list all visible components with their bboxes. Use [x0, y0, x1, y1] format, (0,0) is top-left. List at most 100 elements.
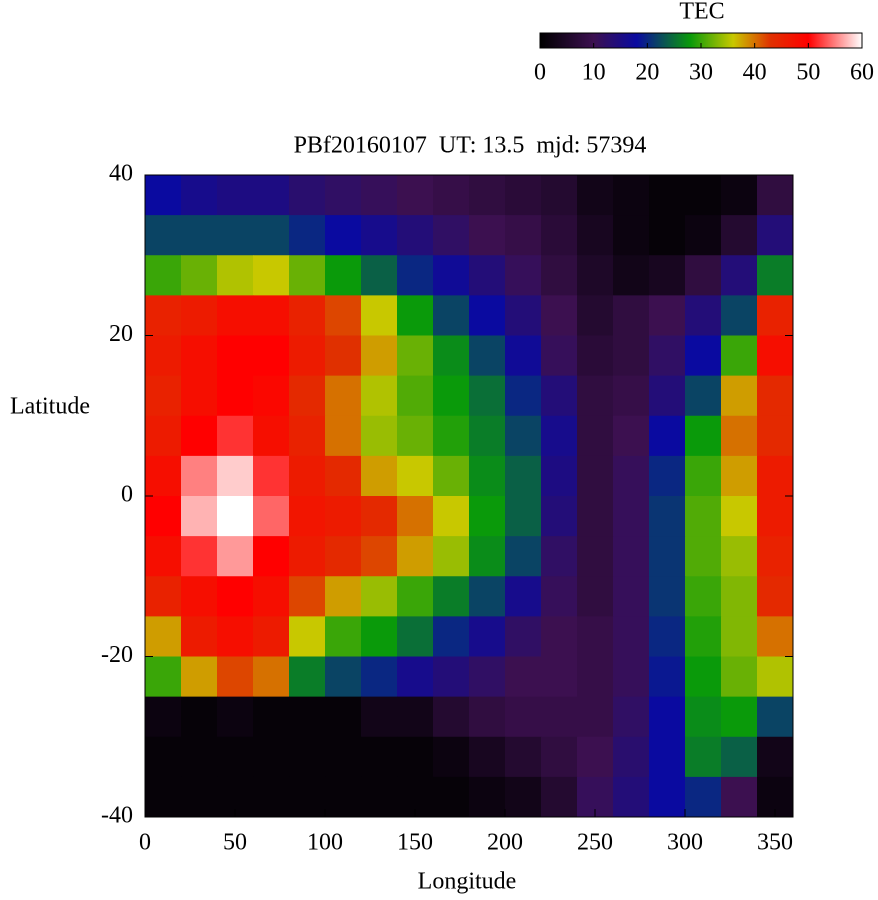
x-tick-label: 0: [139, 830, 151, 856]
heatmap-cell: [721, 496, 758, 537]
heatmap-cell: [469, 656, 506, 698]
heatmap-cell: [361, 215, 398, 256]
heatmap-cell: [433, 496, 470, 537]
heatmap-cell: [145, 536, 182, 577]
heatmap-cell: [181, 616, 218, 657]
heatmap-cell: [685, 776, 722, 818]
heatmap-cell: [469, 496, 506, 537]
heatmap-cell: [469, 255, 506, 296]
heatmap-cell: [217, 576, 254, 617]
heatmap-cell: [217, 335, 254, 377]
heatmap-cell: [289, 616, 326, 657]
heatmap-cell: [649, 255, 686, 296]
heatmap-cell: [325, 215, 362, 256]
heatmap-cell: [181, 335, 218, 377]
heatmap-cell: [361, 175, 398, 216]
heatmap-cell: [577, 696, 614, 738]
heatmap-cell: [145, 776, 182, 818]
heatmap-cell: [289, 415, 326, 457]
heatmap-cell: [253, 255, 290, 296]
heatmap-cell: [685, 576, 722, 617]
heatmap-cell: [217, 175, 254, 216]
y-tick-label: -20: [101, 642, 133, 668]
heatmap-cell: [649, 496, 686, 537]
heatmap-cell: [469, 536, 506, 577]
heatmap-cell: [469, 616, 506, 657]
heatmap-cell: [469, 776, 506, 818]
heatmap-cell: [181, 415, 218, 457]
heatmap-cell: [721, 335, 758, 377]
heatmap-cell: [361, 335, 398, 377]
heatmap-cell: [289, 375, 326, 417]
heatmap-cell: [541, 656, 578, 698]
heatmap-cell: [145, 255, 182, 296]
heatmap-cell: [145, 496, 182, 537]
heatmap-cell: [541, 696, 578, 738]
heatmap-cell: [613, 415, 650, 457]
heatmap-cell: [649, 175, 686, 216]
heatmap-cell: [145, 656, 182, 698]
heatmap-cell: [289, 215, 326, 256]
colorbar-tick-label: 40: [743, 60, 767, 86]
heatmap-cell: [217, 656, 254, 698]
y-tick-label: 20: [109, 321, 133, 347]
colorbar-tick-label: 30: [689, 60, 713, 86]
heatmap-cell: [289, 496, 326, 537]
heatmap-cell: [505, 496, 542, 537]
heatmap-cell: [757, 656, 794, 698]
heatmap-cell: [397, 736, 434, 778]
heatmap-cell: [757, 736, 794, 778]
heatmap-cell: [433, 576, 470, 617]
heatmap-cell: [361, 736, 398, 778]
heatmap-cell: [181, 496, 218, 537]
heatmap-cell: [325, 616, 362, 657]
heatmap-cell: [721, 696, 758, 738]
heatmap-cell: [397, 255, 434, 296]
heatmap-cell: [757, 215, 794, 256]
heatmap-cell: [145, 736, 182, 778]
heatmap-cell: [541, 496, 578, 537]
heatmap-cell: [649, 776, 686, 818]
heatmap-cell: [541, 455, 578, 497]
heatmap-cell: [253, 295, 290, 336]
heatmap-cell: [505, 576, 542, 617]
heatmap-cell: [253, 536, 290, 577]
heatmap-cell: [361, 696, 398, 738]
heatmap-cell: [289, 576, 326, 617]
heatmap-cell: [649, 215, 686, 256]
heatmap-cell: [289, 295, 326, 336]
heatmap-cell: [757, 415, 794, 457]
heatmap-cell: [325, 696, 362, 738]
heatmap-cell: [325, 496, 362, 537]
heatmap-cell: [181, 576, 218, 617]
heatmap-cell: [613, 295, 650, 336]
x-tick-label: 200: [487, 830, 523, 856]
heatmap-cell: [289, 255, 326, 296]
heatmap-cell: [325, 656, 362, 698]
heatmap-cell: [433, 736, 470, 778]
heatmap-cell: [757, 175, 794, 216]
heatmap-cell: [541, 576, 578, 617]
heatmap-cell: [613, 696, 650, 738]
heatmap-cell: [505, 616, 542, 657]
heatmap-cell: [145, 696, 182, 738]
heatmap-cell: [181, 375, 218, 417]
heatmap-cell: [397, 616, 434, 657]
heatmap-cell: [325, 175, 362, 216]
heatmap-cell: [721, 536, 758, 577]
heatmap-cell: [469, 295, 506, 336]
heatmap-cell: [397, 295, 434, 336]
heatmap-cell: [541, 736, 578, 778]
heatmap-cell: [577, 656, 614, 698]
heatmap-cell: [721, 616, 758, 657]
heatmap-cell: [361, 455, 398, 497]
heatmap-cell: [649, 736, 686, 778]
heatmap-cell: [613, 576, 650, 617]
heatmap-cell: [613, 255, 650, 296]
heatmap-cell: [685, 656, 722, 698]
heatmap-cell: [757, 696, 794, 738]
heatmap-cell: [469, 455, 506, 497]
heatmap-cell: [721, 375, 758, 417]
heatmap-cell: [685, 255, 722, 296]
heatmap-cell: [577, 415, 614, 457]
